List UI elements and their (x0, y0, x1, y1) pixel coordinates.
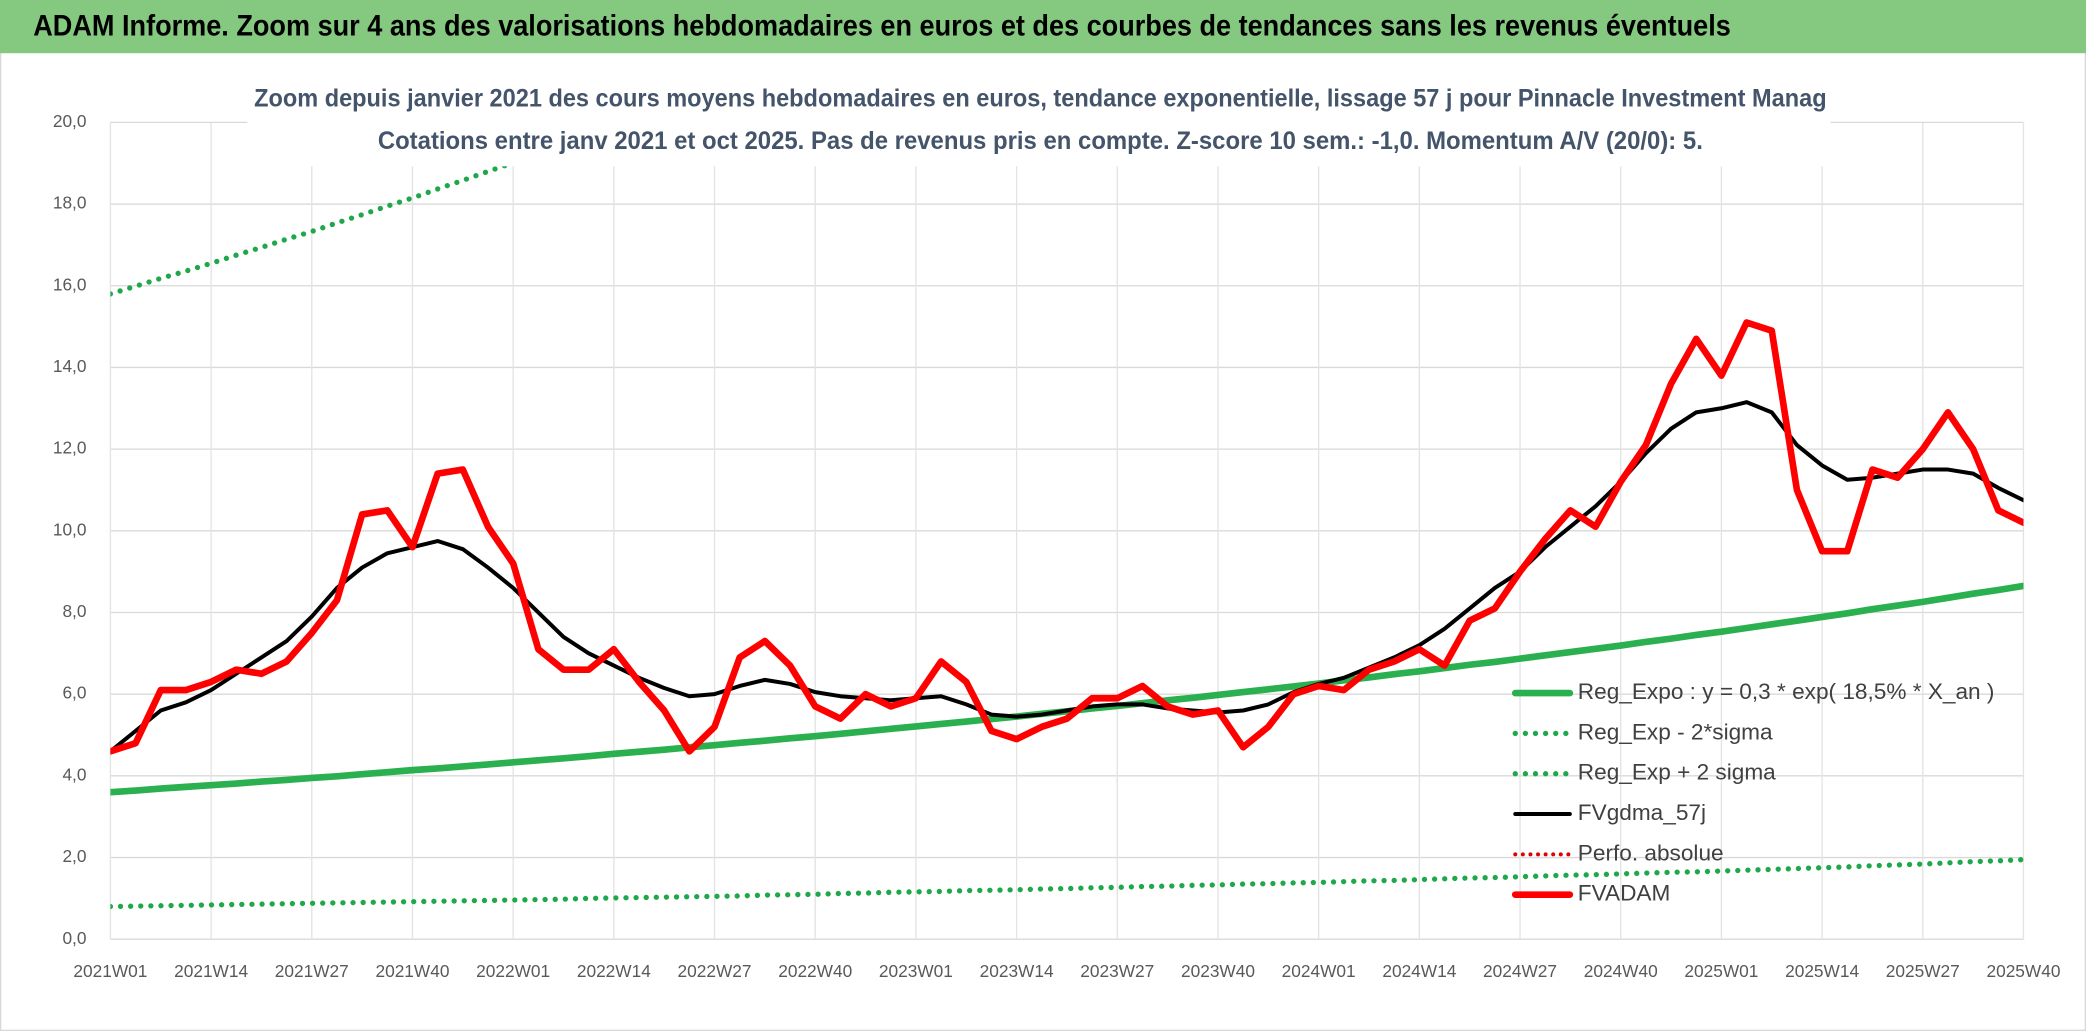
x-tick-label: 2022W27 (678, 961, 752, 981)
chart-subtitle: Cotations entre janv 2021 et oct 2025. P… (378, 127, 1703, 155)
y-tick-label: 20,0 (53, 111, 87, 131)
legend-label: Reg_Exp + 2 sigma (1578, 760, 1776, 785)
legend-label: Perfo. absolue (1578, 840, 1724, 865)
y-tick-label: 0,0 (62, 928, 86, 948)
x-tick-label: 2025W27 (1886, 961, 1960, 981)
series-line (110, 400, 2024, 754)
header-bar (0, 0, 2086, 54)
title-box (247, 75, 1831, 167)
y-tick-label: 12,0 (53, 438, 87, 458)
x-tick-label: 2025W14 (1785, 961, 1859, 981)
x-tick-label: 2024W01 (1282, 961, 1356, 981)
x-tick-label: 2022W01 (476, 961, 550, 981)
legend-label: FVgdma_57j (1578, 800, 1706, 825)
x-tick-label: 2021W40 (375, 961, 449, 981)
x-tick-label: 2022W40 (778, 961, 852, 981)
x-tick-label: 2025W01 (1684, 961, 1758, 981)
y-tick-label: 10,0 (53, 519, 87, 539)
x-tick-label: 2023W14 (980, 961, 1054, 981)
series-layer (110, 122, 2024, 910)
x-tick-label: 2023W01 (879, 961, 953, 981)
y-tick-label: 2,0 (62, 846, 86, 866)
x-tick-label: 2021W01 (73, 961, 147, 981)
y-tick-label: 8,0 (62, 601, 86, 621)
y-tick-label: 18,0 (53, 193, 87, 213)
series-line (110, 319, 2024, 755)
x-tick-label: 2021W14 (174, 961, 248, 981)
series-line (110, 122, 631, 297)
y-tick-label: 16,0 (53, 274, 87, 294)
x-tick-label: 2024W27 (1483, 961, 1557, 981)
y-tick-label: 6,0 (62, 683, 86, 703)
x-tick-label: 2021W27 (275, 961, 349, 981)
y-tick-label: 14,0 (53, 356, 87, 376)
header-title: ADAM Informe. Zoom sur 4 ans des valoris… (33, 11, 1731, 43)
x-tick-label: 2022W14 (577, 961, 651, 981)
x-tick-label: 2023W27 (1080, 961, 1154, 981)
legend-label: FVADAM (1578, 881, 1671, 906)
legend-label: Reg_Expo : y = 0,3 * exp( 18,5% * X_an ) (1578, 679, 1995, 704)
chart-title: Zoom depuis janvier 2021 des cours moyen… (254, 84, 1826, 112)
x-tick-label: 2024W14 (1382, 961, 1456, 981)
y-tick-label: 4,0 (62, 764, 86, 784)
legend-label: Reg_Exp - 2*sigma (1578, 719, 1773, 744)
x-tick-label: 2023W40 (1181, 961, 1255, 981)
x-tick-label: 2025W40 (1986, 961, 2060, 981)
x-tick-label: 2024W40 (1584, 961, 1658, 981)
